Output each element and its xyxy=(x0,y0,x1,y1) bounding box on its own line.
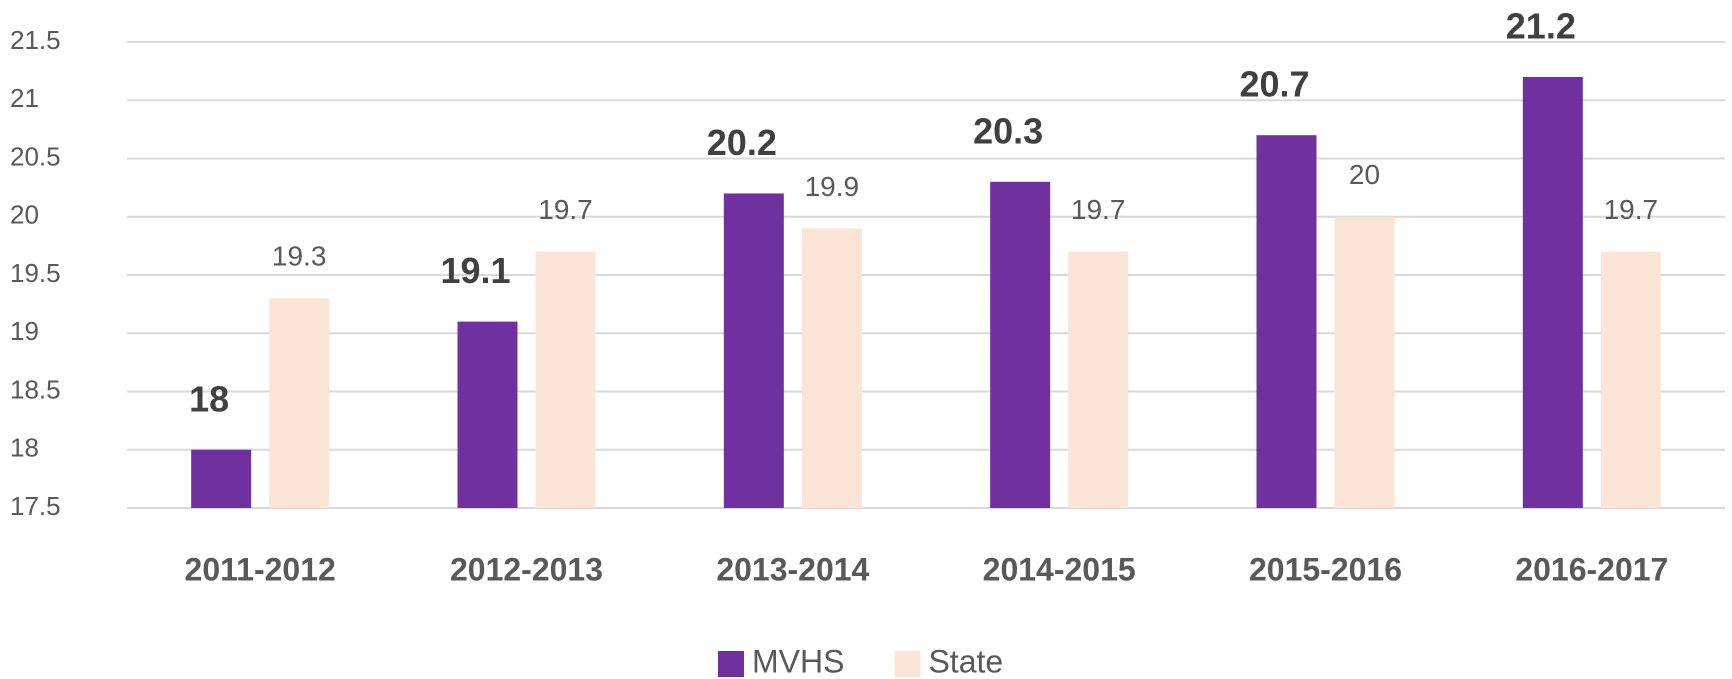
data-label: 19.7 xyxy=(538,194,593,225)
data-label: 20.2 xyxy=(707,122,777,163)
data-label: 20.3 xyxy=(973,110,1043,151)
y-tick-label: 17.5 xyxy=(10,491,61,521)
y-tick-label: 21 xyxy=(10,83,39,113)
legend-swatch xyxy=(718,651,744,677)
bar xyxy=(990,181,1051,509)
bar xyxy=(1600,251,1661,508)
y-tick-label: 20 xyxy=(10,200,39,230)
bar xyxy=(1334,216,1395,508)
y-tick-label: 18 xyxy=(10,433,39,463)
data-label: 19.7 xyxy=(1604,194,1659,225)
legend-swatch xyxy=(894,651,921,677)
bar xyxy=(535,251,596,508)
y-tick-label: 19 xyxy=(10,316,39,346)
bar xyxy=(457,321,518,508)
data-label: 20 xyxy=(1349,159,1380,190)
x-tick-label: 2016-2017 xyxy=(1515,551,1668,587)
legend-label: State xyxy=(928,643,1003,679)
data-label: 20.7 xyxy=(1239,64,1309,105)
x-tick-label: 2012-2013 xyxy=(450,551,603,587)
data-label: 21.2 xyxy=(1506,5,1576,46)
bar xyxy=(1068,251,1129,508)
bar xyxy=(723,193,784,508)
legend-label: MVHS xyxy=(752,643,844,679)
x-tick-label: 2014-2015 xyxy=(983,551,1136,587)
bar xyxy=(801,228,862,508)
bar xyxy=(1522,76,1583,508)
y-tick-label: 21.5 xyxy=(10,25,61,55)
x-tick-label: 2015-2016 xyxy=(1249,551,1402,587)
x-tick-label: 2013-2014 xyxy=(716,551,869,587)
y-tick-label: 18.5 xyxy=(10,374,61,404)
y-tick-label: 20.5 xyxy=(10,141,61,171)
data-label: 18 xyxy=(189,378,229,419)
data-label: 19.3 xyxy=(272,241,327,272)
data-label: 19.7 xyxy=(1071,194,1126,225)
bar xyxy=(269,298,330,508)
x-tick-label: 2011-2012 xyxy=(185,551,336,587)
data-label: 19.9 xyxy=(805,171,860,202)
bar xyxy=(1256,135,1317,508)
y-tick-label: 19.5 xyxy=(10,258,61,288)
data-label: 19.1 xyxy=(440,250,510,291)
bar xyxy=(191,449,252,508)
